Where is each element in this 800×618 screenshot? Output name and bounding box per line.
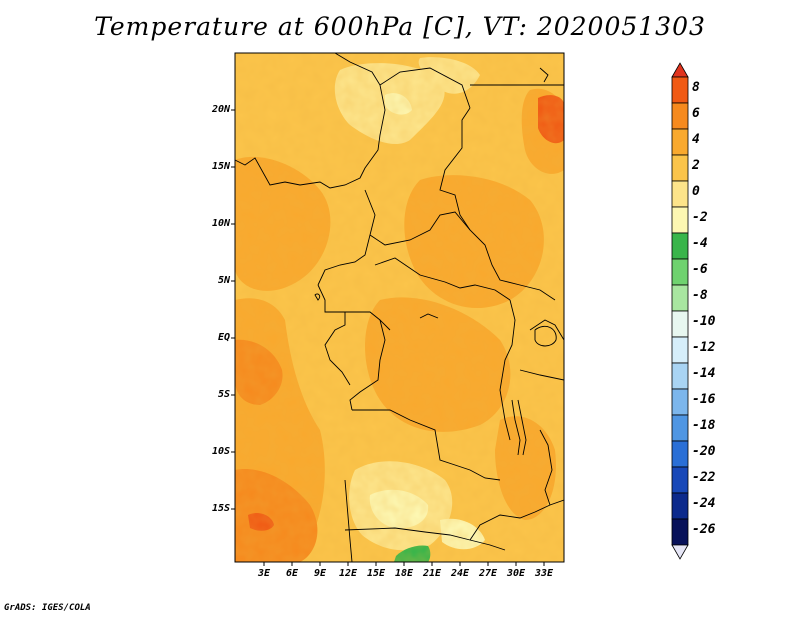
colorbar-level-label: -6 (692, 262, 708, 277)
border-sudan-chad (439, 107, 556, 301)
lon-label: 30E (506, 568, 526, 579)
lake-tanganyika-west (511, 399, 521, 456)
map-title: Temperature at 600hPa [C], VT: 202005130… (94, 12, 706, 41)
lat-label: 5N (217, 275, 230, 286)
border-car-drc (374, 257, 511, 301)
colorbar-level-label: -2 (692, 210, 708, 225)
colorbar-top-arrow (671, 62, 689, 78)
colorbar-level-label: 4 (692, 132, 700, 147)
lon-label: 15E (366, 568, 386, 579)
lon-label: 21E (422, 568, 442, 579)
border-nigeria-cameroon (317, 189, 376, 286)
colorbar-swatch (671, 310, 689, 338)
lon-label: 18E (394, 568, 414, 579)
lat-label: 20N (211, 104, 230, 115)
lon-label: 12E (338, 568, 358, 579)
colorbar-swatch (671, 466, 689, 494)
lat-label: EQ (217, 332, 230, 343)
colorbar-level-label: -10 (692, 314, 716, 329)
colorbar-level-label: 0 (692, 184, 700, 199)
lat-label: 5S (217, 389, 230, 400)
colorbar-level-label: -14 (692, 366, 716, 381)
lon-label: 9E (313, 568, 327, 579)
temperature-field (235, 53, 564, 562)
border-malawi (539, 429, 553, 506)
colorbar-swatch (671, 336, 689, 364)
colorbar-swatch (671, 414, 689, 442)
colorbar-level-label: -22 (692, 470, 716, 485)
coast-red-sea (539, 67, 549, 83)
colorbar-swatch (671, 492, 689, 520)
border-angola-drc (352, 409, 501, 481)
border-chad-car (369, 211, 471, 246)
lon-label: 6E (285, 568, 299, 579)
colorbar-level-label: 2 (692, 158, 700, 173)
lat-label: 10S (211, 446, 230, 457)
colorbar-swatch (671, 76, 689, 104)
colorbar-swatch (671, 206, 689, 234)
colorbar-level-label: -24 (692, 496, 716, 511)
border-uganda-kenya (529, 319, 564, 341)
border-libya-chad (379, 67, 471, 109)
lake-tanganyika-east (517, 399, 527, 456)
axis-ticks (231, 109, 545, 566)
border-tanzania-north (519, 369, 564, 381)
lake-small-west (314, 293, 321, 301)
colorbar-swatch (671, 518, 689, 546)
colorbar-swatch (671, 154, 689, 182)
colorbar-level-label: -18 (692, 418, 716, 433)
colorbar-swatch (671, 232, 689, 260)
country-borders (235, 53, 564, 562)
colorbar-level-label: -26 (692, 522, 716, 537)
colorbar-swatch (671, 388, 689, 416)
river-congo-1 (419, 313, 439, 319)
lon-label: 24E (450, 568, 470, 579)
colorbar-level-label: -16 (692, 392, 716, 407)
colorbar-bottom-arrow (671, 544, 689, 560)
lat-label: 15S (211, 503, 230, 514)
lon-label: 3E (257, 568, 271, 579)
lon-label: 27E (478, 568, 498, 579)
border-angola-namibia-west (344, 479, 353, 562)
lake-victoria (534, 326, 557, 347)
border-west-sahel (235, 53, 386, 189)
colorbar-swatch (671, 128, 689, 156)
colorbar-swatch (671, 362, 689, 390)
colorbar-swatch (671, 258, 689, 286)
colorbar-level-label: -20 (692, 444, 716, 459)
colorbar-swatch (671, 440, 689, 468)
lat-label: 10N (211, 218, 230, 229)
colorbar-level-label: 6 (692, 106, 700, 121)
colorbar-level-label: -8 (692, 288, 708, 303)
border-congo-drc (349, 319, 386, 411)
lat-label: 15N (211, 161, 230, 172)
colorbar-level-label: -4 (692, 236, 708, 251)
colorbar-level-label: 8 (692, 80, 700, 95)
border-gabon-congo (324, 312, 351, 386)
lon-label: 33E (534, 568, 554, 579)
field-texture (235, 53, 564, 562)
border-namibia-botswana (344, 527, 506, 551)
colorbar-level-label: -12 (692, 340, 716, 355)
colorbar-swatch (671, 180, 689, 208)
map-frame (234, 52, 565, 563)
border-drc-east (499, 299, 516, 441)
grads-credit: GrADS: IGES/COLA (4, 603, 91, 613)
colorbar (671, 62, 689, 560)
colorbar-swatch (671, 102, 689, 130)
colorbar-swatch (671, 284, 689, 312)
